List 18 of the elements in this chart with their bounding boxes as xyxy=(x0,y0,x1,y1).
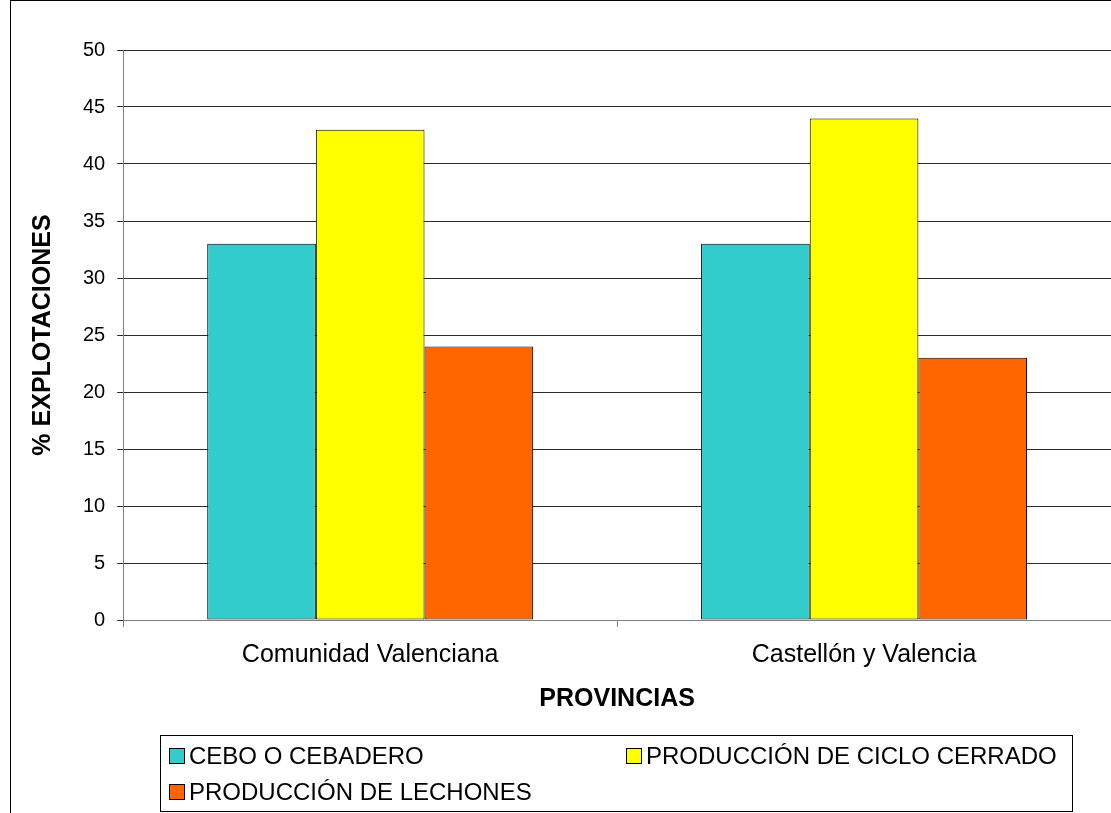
x-axis-title: PROVINCIAS xyxy=(539,682,695,711)
y-tick-label: 0 xyxy=(94,607,106,630)
y-tick-label: 10 xyxy=(83,493,106,516)
x-tick-label: Castellón y Valencia xyxy=(751,638,977,667)
y-tick-label: 40 xyxy=(83,151,106,174)
y-tick-label: 5 xyxy=(94,550,106,573)
y-tick-label: 35 xyxy=(83,208,106,231)
y-tick-label: 50 xyxy=(83,37,106,60)
y-tick-label: 30 xyxy=(83,265,106,288)
legend-label: CEBO O CEBADERO xyxy=(189,742,424,770)
y-axis-title: % EXPLOTACIONES xyxy=(26,214,55,456)
y-tick-label: 15 xyxy=(83,436,106,459)
legend-label: PRODUCCIÓN DE LECHONES xyxy=(189,778,532,806)
y-tick-label: 20 xyxy=(83,379,106,402)
y-tick-label: 45 xyxy=(83,94,106,117)
legend-label: PRODUCCIÓN DE CICLO CERRADO xyxy=(646,742,1057,770)
y-tick-label: 25 xyxy=(83,322,106,345)
x-tick-label: Comunidad Valenciana xyxy=(241,638,499,667)
